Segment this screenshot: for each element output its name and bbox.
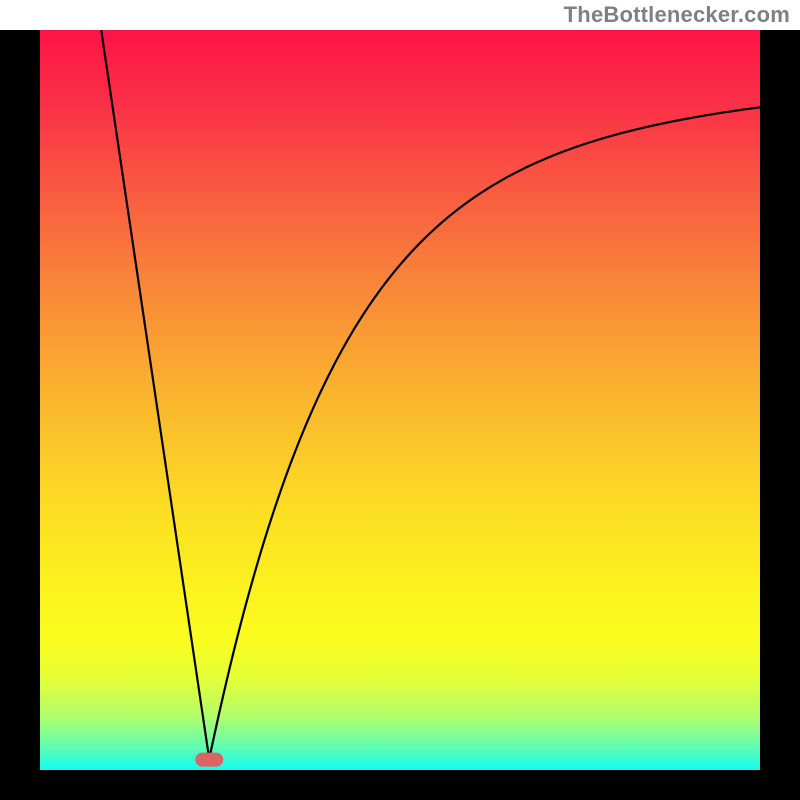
- valley-marker: [195, 753, 223, 767]
- bottleneck-chart: [0, 0, 800, 800]
- watermark-label: TheBottlenecker.com: [564, 2, 790, 28]
- chart-background: [40, 30, 760, 770]
